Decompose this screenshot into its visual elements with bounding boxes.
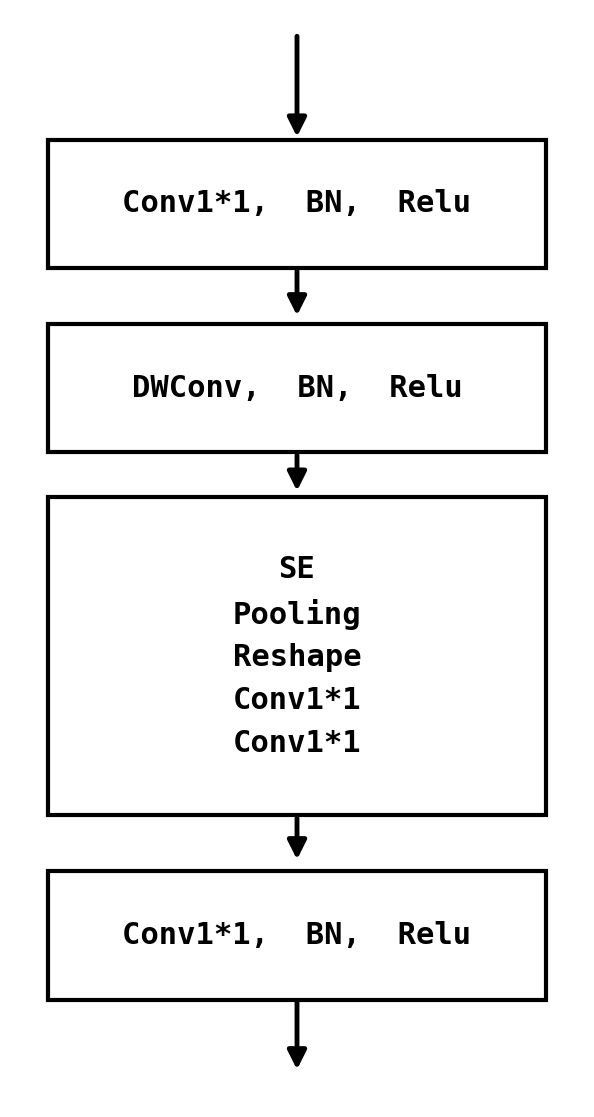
Text: DWConv,  BN,  Relu: DWConv, BN, Relu [132,374,462,402]
Text: SE
Pooling
Reshape
Conv1*1
Conv1*1: SE Pooling Reshape Conv1*1 Conv1*1 [233,554,361,758]
FancyBboxPatch shape [48,140,546,268]
Text: Conv1*1,  BN,  Relu: Conv1*1, BN, Relu [122,922,472,949]
FancyBboxPatch shape [48,871,546,1000]
FancyBboxPatch shape [48,324,546,452]
Text: Conv1*1,  BN,  Relu: Conv1*1, BN, Relu [122,190,472,218]
FancyBboxPatch shape [48,497,546,815]
